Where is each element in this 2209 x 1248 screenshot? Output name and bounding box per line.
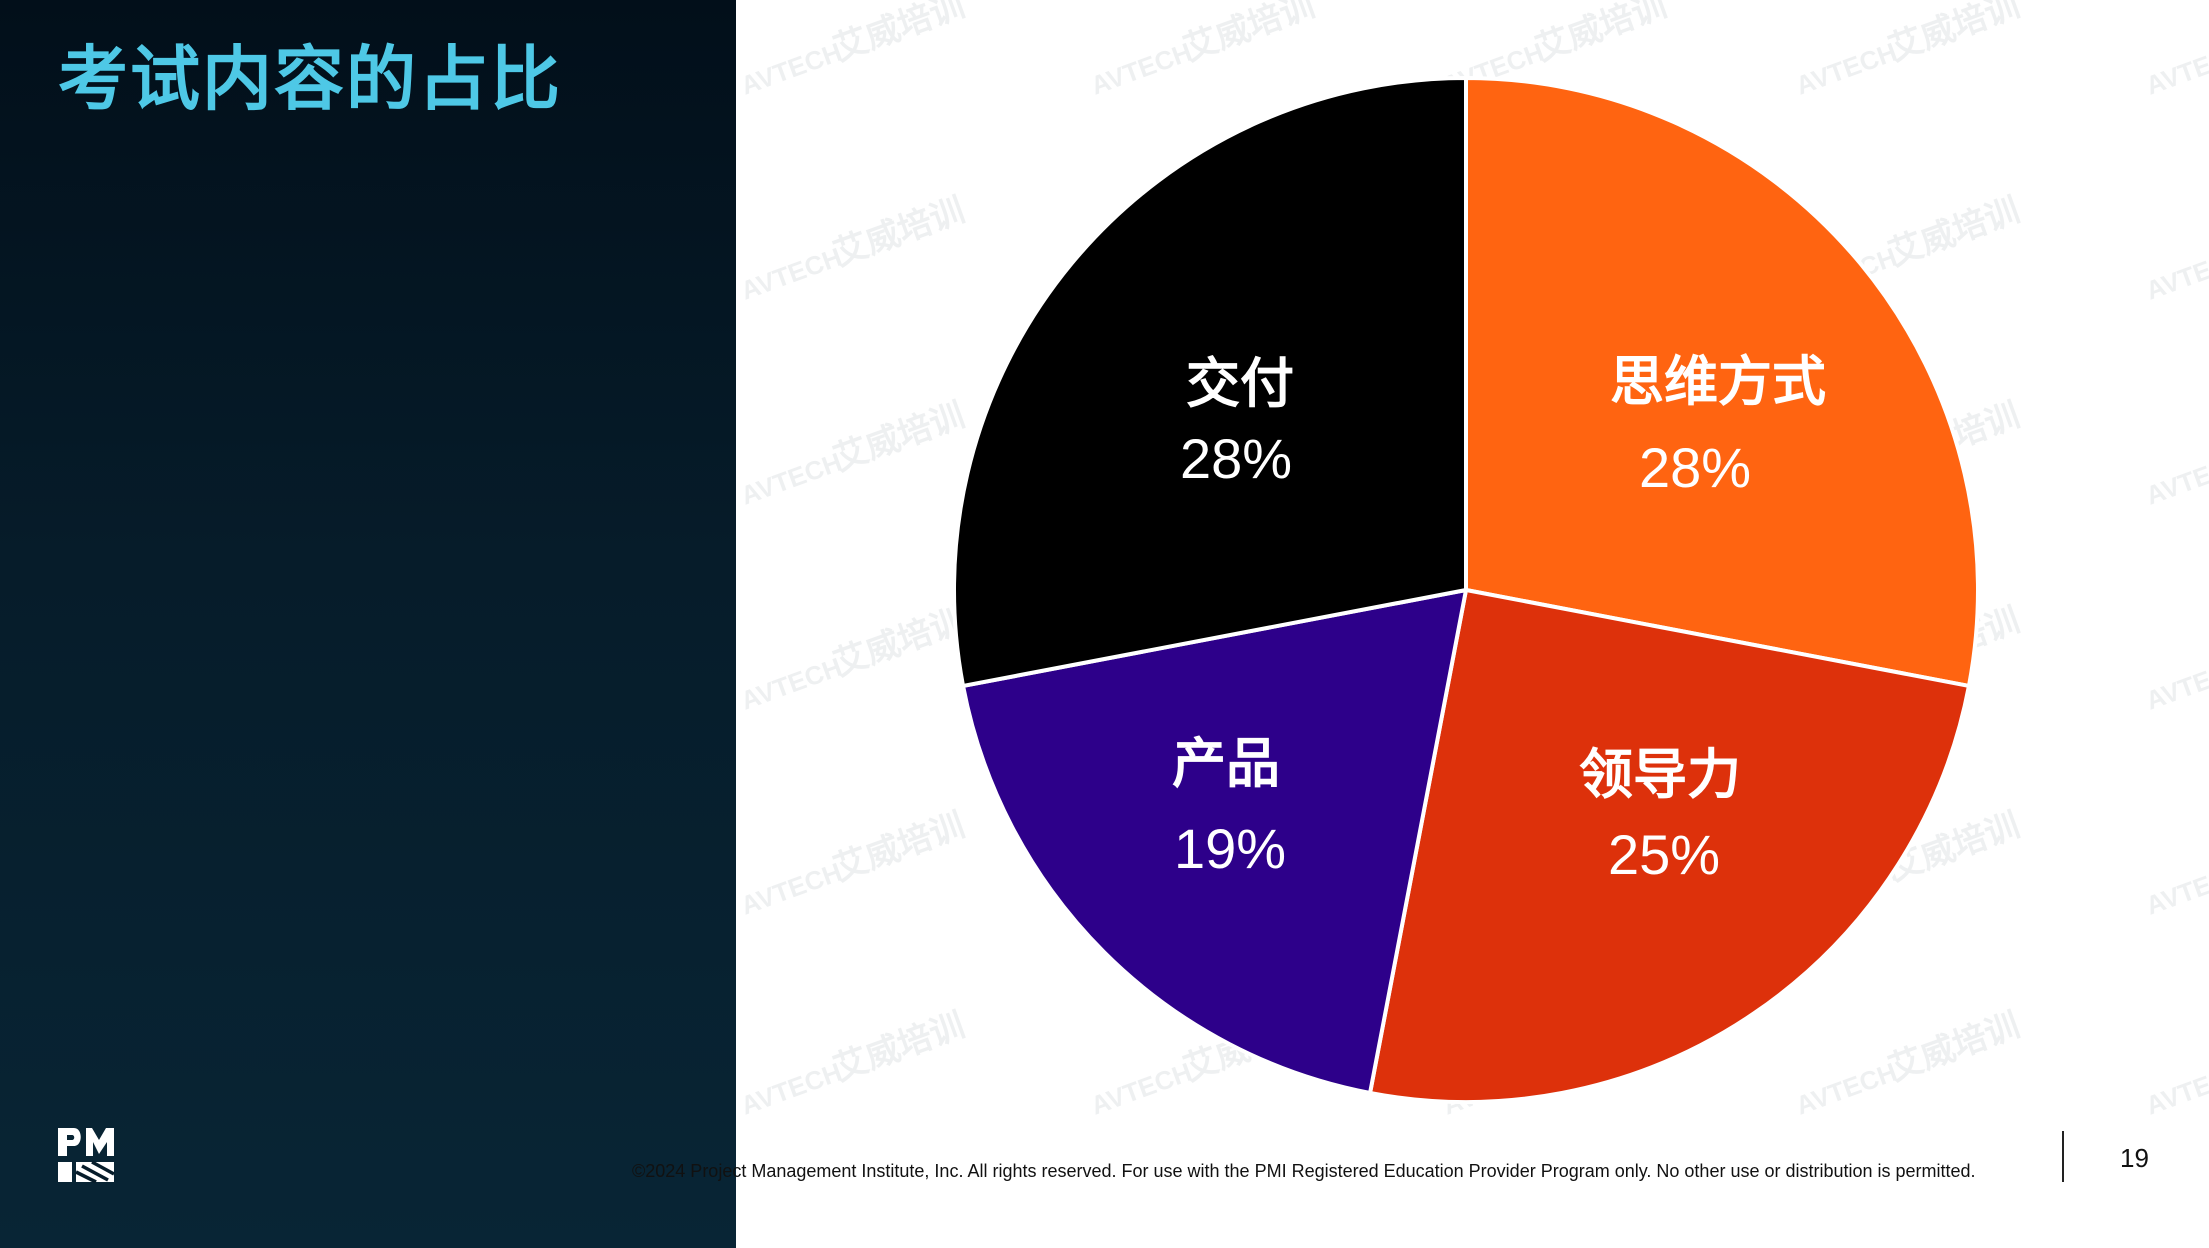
slice-value-product: 19% — [1174, 817, 1286, 880]
slide-title: 考试内容的占比 — [58, 38, 562, 120]
page-number: 19 — [2120, 1143, 2149, 1173]
slice-value-delivery: 28% — [1180, 427, 1292, 490]
footer-copyright: ©2024 Project Management Institute, Inc.… — [632, 1161, 1976, 1181]
slice-label-mindset: 思维方式 — [1610, 350, 1826, 413]
pie-slice-mindset — [1464, 76, 1980, 688]
pmi-logo — [58, 1128, 115, 1184]
slice-label-delivery: 交付 — [1186, 352, 1294, 415]
footer-divider — [2062, 1131, 2064, 1182]
slice-value-mindset: 28% — [1639, 436, 1751, 499]
pie-slice-product — [961, 588, 1468, 1095]
slice-label-product: 产品 — [1172, 732, 1280, 795]
pie-slice-delivery — [952, 76, 1468, 688]
left-panel — [0, 0, 736, 1248]
slice-value-leadership: 25% — [1608, 823, 1720, 886]
pie-labels: 思维方式 28% 领导力 25% 产品 19% 交付 28% — [1172, 350, 1826, 886]
slice-label-leadership: 领导力 — [1579, 743, 1741, 806]
pie-slices — [952, 76, 1980, 1104]
pie-slice-leadership — [1368, 588, 1971, 1104]
